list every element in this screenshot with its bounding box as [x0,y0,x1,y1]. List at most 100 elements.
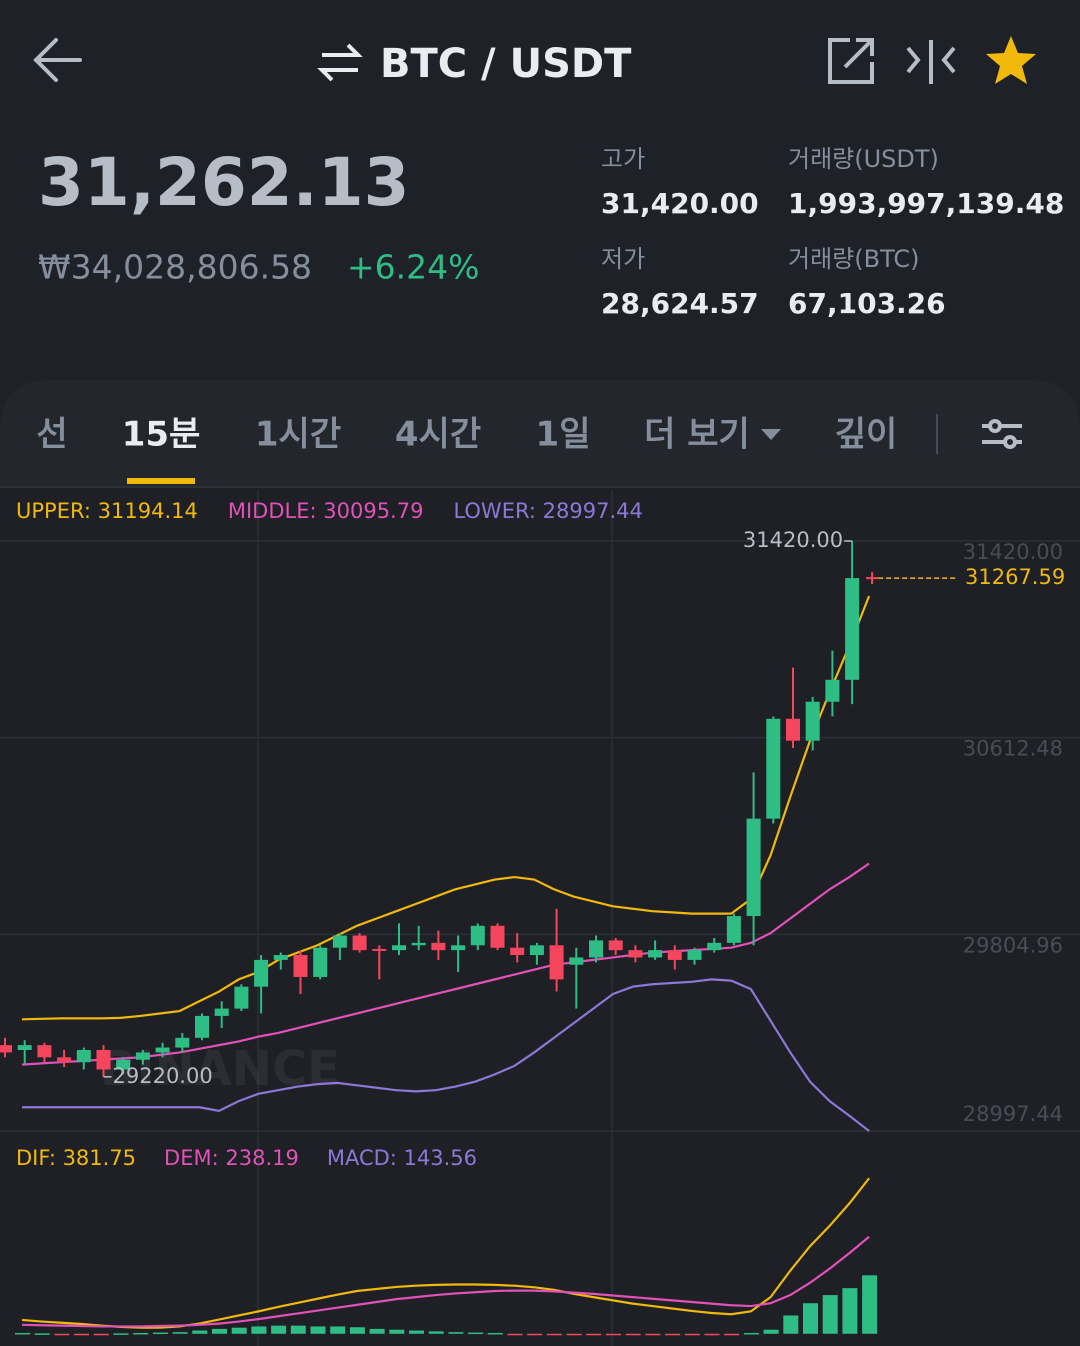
macd-bar [330,1326,346,1334]
compare-icon[interactable] [906,40,956,84]
swap-icon[interactable] [317,43,363,82]
tabs: 선 15분 1시간 4시간 1일 더 보기 깊이 [36,415,898,484]
macd-bar [251,1326,267,1334]
chart-panel [0,486,1080,1346]
stat-label: 거래량(USDT) [788,145,939,173]
candle-body [116,1059,131,1070]
macd-bar [349,1327,365,1334]
stat-value: 31,420.00 [601,187,759,220]
macd-bar [34,1333,50,1335]
macd-bar [625,1333,641,1336]
last-price-label: 31267.59 [965,565,1065,589]
high-label: 31420.00 [743,528,843,552]
candle-body [273,955,288,960]
macd-bar [822,1295,838,1334]
stat-label: 거래량(BTC) [788,245,919,273]
tab[interactable]: 깊이 [835,415,898,455]
candle-body [352,935,367,951]
macd-bar [152,1332,168,1335]
candle-body [195,1015,209,1038]
macd-bar [369,1328,385,1334]
stats: 고가 31,420.00 거래량(USDT) 1,993,997,139.48 저가 28… [601,145,1064,320]
macd-bar [842,1288,858,1334]
tab[interactable]: 4시간 [395,415,481,455]
macd-bar [862,1275,878,1334]
macd-line [21,1177,870,1329]
candle-body [726,916,741,943]
tab[interactable]: 15분 [122,415,201,455]
y-tick-label: 29804.96 [963,933,1063,957]
y-tick-label: 28997.44 [963,1102,1063,1126]
candle-body [529,945,544,956]
band-line [22,978,870,1132]
macd-bar [133,1332,149,1335]
macd-bar [704,1333,720,1336]
y-tick-label: 31420.00 [963,540,1063,564]
macd-bar [468,1332,484,1335]
macd-bar [763,1329,779,1334]
tab[interactable]: 선 [36,415,67,455]
favorite-star[interactable] [986,36,1036,84]
tab[interactable]: 더 보기 [644,415,750,455]
macd-bar [783,1315,799,1334]
macd-bar [54,1333,70,1336]
candle-body [490,925,505,948]
settings-icon[interactable] [982,419,1022,449]
plot: 31420.00 30612.48 29804.96 28997.44 UPPER: 3… [0,499,1080,1336]
macd-bar [743,1332,759,1335]
candle-body [254,959,269,987]
macd-bar [290,1325,306,1334]
macd-bar [93,1333,109,1336]
back-button[interactable] [33,38,82,82]
macd-bar [665,1333,681,1336]
candle-body [372,948,387,951]
candle-body [332,935,347,948]
macd-bar [803,1303,818,1334]
candle-body [392,945,406,951]
macd-bar [428,1331,444,1334]
candle-body [431,942,446,951]
macd-line [21,1235,870,1328]
tab[interactable]: 1일 [536,415,591,455]
low-label: 29220.00 [113,1064,213,1088]
macd-bar [231,1327,247,1334]
candle-body [0,1045,12,1053]
macd-bar [546,1333,562,1336]
last-price-cross [866,572,879,585]
indicator-legend: UPPER: 31194.14 [16,499,198,523]
candle-body [608,940,623,951]
macd-bar [566,1333,582,1336]
candle-body [825,679,840,702]
indicator-legend: DEM: 238.19 [164,1146,299,1170]
macd-bar [271,1325,287,1334]
macd-bar [606,1333,621,1336]
macd-bar [409,1330,424,1334]
share-icon[interactable] [828,38,874,84]
macd-bar [487,1332,503,1335]
candle-body [805,701,820,741]
indicator-legend: MIDDLE: 30095.79 [228,499,424,523]
macd-bar [724,1333,740,1336]
candle-body [589,940,603,958]
candle-body [37,1045,52,1058]
tab[interactable]: 1시간 [255,415,341,455]
candle-body [786,718,800,741]
macd-bar [310,1326,326,1334]
tab-panel [0,380,1080,486]
macd-bar [527,1333,543,1336]
candle-body [76,1050,91,1063]
watermark: BINANCE [100,1041,340,1097]
candle-body [766,718,781,819]
y-tick-label: 30612.48 [963,737,1063,761]
stat-label: 고가 [601,145,645,173]
candle-body [57,1057,72,1063]
macd-bar [645,1333,661,1336]
macd-bar [113,1333,129,1335]
candle-body [707,942,722,951]
stat-value: 1,993,997,139.48 [788,187,1064,220]
stat-value: 28,624.57 [601,287,759,320]
candle-body [214,1008,229,1016]
candle-body [845,578,860,680]
band-line [21,595,871,1021]
